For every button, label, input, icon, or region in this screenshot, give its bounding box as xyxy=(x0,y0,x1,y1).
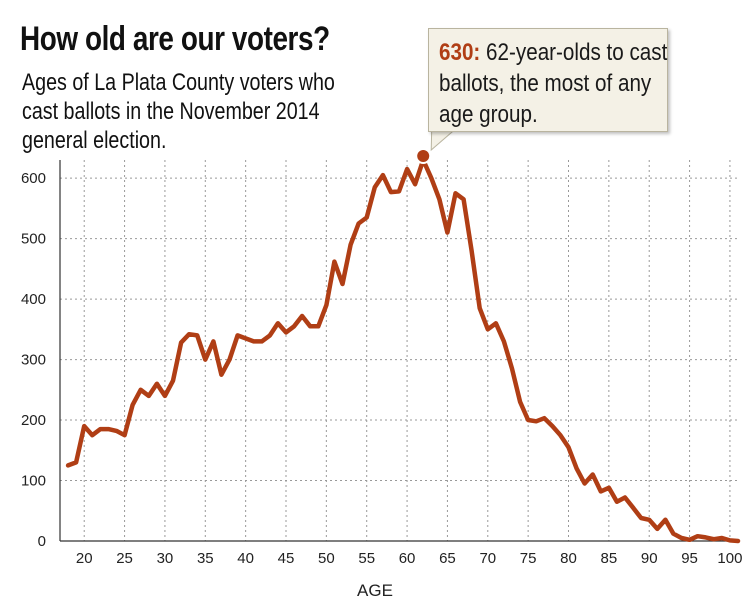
peak-marker xyxy=(415,148,432,164)
x-tick-label: 70 xyxy=(479,550,496,567)
x-tick-label: 85 xyxy=(601,550,618,567)
chart-title: How old are our voters? xyxy=(20,20,330,58)
x-tick-label: 100 xyxy=(717,550,742,567)
x-tick-label: 60 xyxy=(399,550,416,567)
y-tick-label: 200 xyxy=(21,412,46,429)
callout-value: 630: xyxy=(439,39,481,66)
y-tick-labels: 0 100 200 300 400 500 600 xyxy=(21,170,46,550)
y-tick-label: 300 xyxy=(21,352,46,369)
y-tick-label: 0 xyxy=(38,533,46,550)
x-tick-label: 20 xyxy=(76,550,93,567)
x-tick-label: 50 xyxy=(318,550,335,567)
x-tick-label: 75 xyxy=(520,550,537,567)
x-tick-label: 35 xyxy=(197,550,214,567)
y-tick-label: 500 xyxy=(21,231,46,248)
callout-text-block: 630: 62-year-olds to cast ballots, the m… xyxy=(439,37,671,130)
x-tick-label: 25 xyxy=(116,550,133,567)
y-tick-label: 600 xyxy=(21,170,46,187)
x-tick-label: 55 xyxy=(358,550,375,567)
x-axis-title: AGE xyxy=(357,581,393,600)
chart-subtitle: Ages of La Plata County voters who cast … xyxy=(22,69,335,154)
callout-description: 62-year-olds to cast ballots, the most o… xyxy=(439,39,668,128)
x-tick-label: 40 xyxy=(237,550,254,567)
series-layer xyxy=(65,157,741,544)
series-line xyxy=(65,157,741,544)
x-tick-label: 90 xyxy=(641,550,658,567)
x-tick-label: 45 xyxy=(278,550,295,567)
y-tick-label: 100 xyxy=(21,473,46,490)
x-tick-label: 65 xyxy=(439,550,456,567)
x-tick-label: 30 xyxy=(157,550,174,567)
x-tick-labels: 20 25 30 35 40 45 50 55 60 65 70 75 80 85 90 95 100 xyxy=(76,550,743,567)
axes xyxy=(59,160,738,542)
peak-marker-layer xyxy=(415,148,432,164)
y-tick-label: 400 xyxy=(21,291,46,308)
gridlines xyxy=(60,160,738,541)
peak-callout: 630: 62-year-olds to cast ballots, the m… xyxy=(428,28,668,132)
x-tick-label: 95 xyxy=(681,550,698,567)
x-tick-label: 80 xyxy=(560,550,577,567)
